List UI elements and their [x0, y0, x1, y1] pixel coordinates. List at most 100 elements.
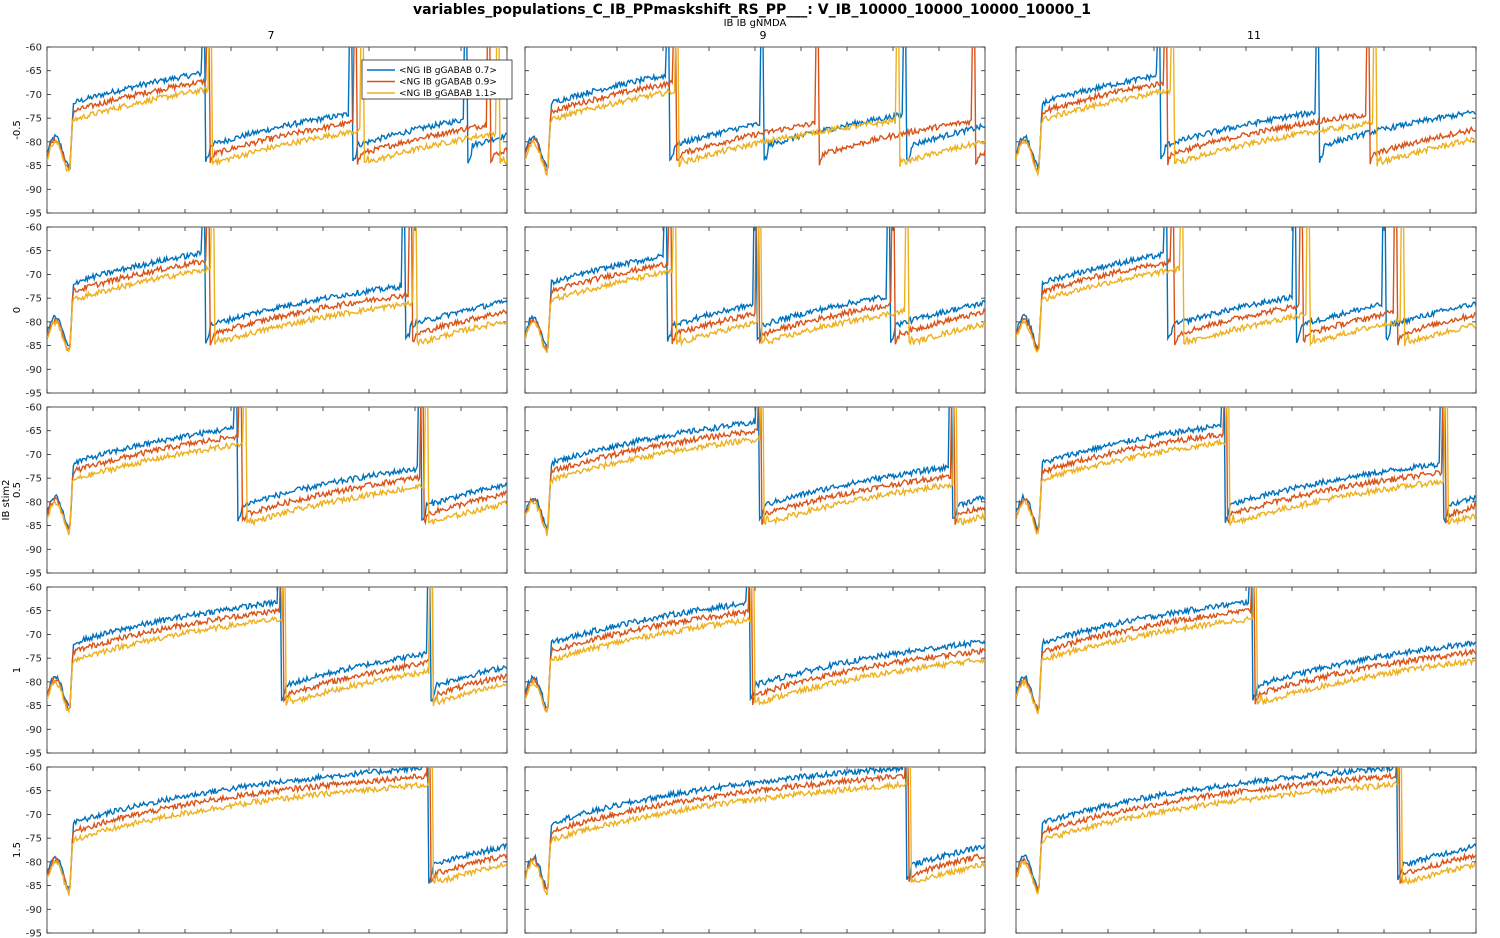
series-line [47, 587, 507, 710]
panel-frame [524, 406, 986, 574]
y-tick-label: -60 [26, 583, 42, 594]
series-line [1016, 47, 1476, 169]
panel: 0200400600800100012001400160018002000 [1015, 766, 1477, 934]
y-tick-label: -95 [26, 209, 42, 220]
y-tick-label: -90 [26, 725, 42, 736]
row-label: 0 [12, 307, 23, 313]
y-tick-label: -75 [26, 654, 42, 665]
y-tick-label: -75 [26, 294, 42, 305]
y-tick-label: -85 [26, 701, 42, 712]
y-tick-label: -90 [26, 905, 42, 916]
series-line [47, 227, 507, 352]
y-tick-label: -60 [26, 403, 42, 414]
series-line [1016, 587, 1476, 709]
y-tick-label: -80 [26, 677, 42, 688]
panel-frame [1015, 226, 1477, 394]
series-line [525, 767, 985, 891]
panel-frame [1015, 766, 1477, 934]
y-tick-label: -70 [26, 630, 42, 641]
series-line [1016, 227, 1476, 350]
legend-entry: <NG IB gGABAB 0.9> [399, 78, 497, 88]
series-line [525, 407, 985, 532]
y-tick-label: -75 [26, 834, 42, 845]
series-line [525, 587, 985, 713]
series-line [47, 407, 507, 536]
series-line [47, 47, 507, 172]
series-line [1016, 767, 1476, 893]
series-line [525, 407, 985, 529]
y-tick-label: -95 [26, 749, 42, 760]
y-tick-label: -95 [26, 929, 42, 938]
panel: -95-90-85-80-75-70-65-600200400600800100… [26, 763, 508, 938]
panel-frame [1015, 406, 1477, 574]
series-line [47, 767, 507, 896]
row-label: 0.5 [12, 482, 23, 498]
series-line [525, 227, 985, 354]
series-line [47, 47, 507, 170]
column-label-1: 7 [268, 29, 275, 42]
series-line [525, 47, 985, 177]
y-tick-label: -60 [26, 763, 42, 774]
legend: <NG IB gGABAB 0.7> <NG IB gGABAB 0.9><NG … [361, 59, 513, 100]
panel: 0200400600800100012001400160018002000 [524, 766, 986, 934]
panel [1015, 586, 1477, 754]
y-tick-label: -90 [26, 185, 42, 196]
y-tick-label: -65 [26, 426, 42, 437]
series-line [1016, 407, 1476, 536]
series-line [47, 47, 507, 173]
series-line [47, 407, 507, 531]
series-line [525, 407, 985, 536]
legend-entry: <NG IB gGABAB 0.7> [399, 66, 497, 76]
y-tick-label: -70 [26, 270, 42, 281]
figure-title: variables_populations_C_IB_PPmaskshift_R… [413, 2, 1091, 18]
panel-frame [1015, 46, 1477, 214]
panels: -95-90-85-80-75-70-65-60-95-90-85-80-75-… [26, 43, 1477, 938]
y-tick-label: -65 [26, 786, 42, 797]
panel [1015, 46, 1477, 214]
panel-frame [46, 226, 508, 394]
panel [524, 586, 986, 754]
y-tick-label: -70 [26, 810, 42, 821]
y-tick-label: -85 [26, 341, 42, 352]
y-tick-label: -80 [26, 497, 42, 508]
row-label: 1.5 [12, 842, 23, 858]
series-line [1016, 407, 1476, 534]
panel: -95 -90 -85 -80 -75 -70 -65 -60 [26, 223, 508, 400]
series-line [47, 587, 507, 714]
y-tick-label: -70 [26, 90, 42, 101]
panel-frame [524, 46, 986, 214]
series-line [47, 587, 507, 707]
series-line [1016, 47, 1476, 178]
panel-frame [46, 406, 508, 574]
panel [524, 406, 986, 574]
series-line [1016, 587, 1476, 715]
y-tick-label: -85 [26, 881, 42, 892]
y-tick-label: -80 [26, 137, 42, 148]
y-tick-label: -80 [26, 857, 42, 868]
y-tick-label: -75 [26, 114, 42, 125]
row-labels: -0.5 0 0.5 1 1.5 [12, 120, 23, 858]
y-tick-label: -80 [26, 317, 42, 328]
y-tick-label: -85 [26, 161, 42, 172]
series-line [525, 47, 985, 173]
column-variable-label: IB IB gNMDA [724, 18, 787, 29]
row-variable-label: IB stim2 [1, 479, 12, 520]
panel: -95 -90 -85 -80 -75 -70 -65 -60 [26, 583, 508, 760]
panel: -95 -90 -85 -80 -75 -70 -65 -60 [26, 403, 508, 580]
y-tick-label: -65 [26, 606, 42, 617]
legend-entry: <NG IB gGABAB 1.1> [399, 89, 497, 99]
series-line [525, 767, 985, 896]
y-tick-label: -60 [26, 223, 42, 234]
series-line [47, 227, 507, 353]
series-line [1016, 47, 1476, 173]
series-line [1016, 227, 1476, 352]
y-tick-label: -75 [26, 474, 42, 485]
y-tick-label: -90 [26, 365, 42, 376]
column-label-2: 9 [760, 29, 767, 42]
panel [524, 46, 986, 214]
y-tick-label: -70 [26, 450, 42, 461]
y-tick-label: -65 [26, 66, 42, 77]
series-line [1016, 227, 1476, 354]
series-line [1016, 587, 1476, 713]
